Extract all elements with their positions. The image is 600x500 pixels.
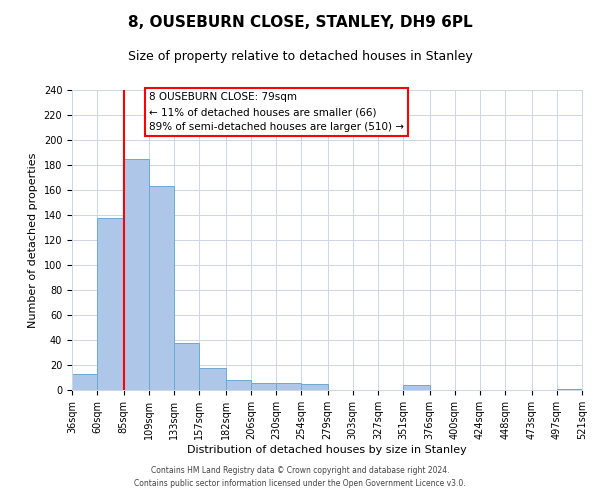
Bar — [174, 342, 199, 390]
Bar — [251, 382, 276, 390]
Text: 8, OUSEBURN CLOSE, STANLEY, DH9 6PL: 8, OUSEBURN CLOSE, STANLEY, DH9 6PL — [128, 15, 472, 30]
Bar — [199, 368, 226, 390]
Bar — [403, 385, 430, 390]
Text: 8 OUSEBURN CLOSE: 79sqm
← 11% of detached houses are smaller (66)
89% of semi-de: 8 OUSEBURN CLOSE: 79sqm ← 11% of detache… — [149, 92, 404, 132]
Bar — [72, 374, 97, 390]
Bar — [124, 159, 149, 390]
Bar — [301, 384, 328, 390]
Bar — [226, 380, 251, 390]
Bar — [97, 218, 124, 390]
Text: Size of property relative to detached houses in Stanley: Size of property relative to detached ho… — [128, 50, 472, 63]
Bar — [557, 389, 582, 390]
Y-axis label: Number of detached properties: Number of detached properties — [28, 152, 38, 328]
Bar — [276, 382, 301, 390]
Bar — [149, 186, 174, 390]
X-axis label: Distribution of detached houses by size in Stanley: Distribution of detached houses by size … — [187, 444, 467, 454]
Text: Contains HM Land Registry data © Crown copyright and database right 2024.
Contai: Contains HM Land Registry data © Crown c… — [134, 466, 466, 487]
